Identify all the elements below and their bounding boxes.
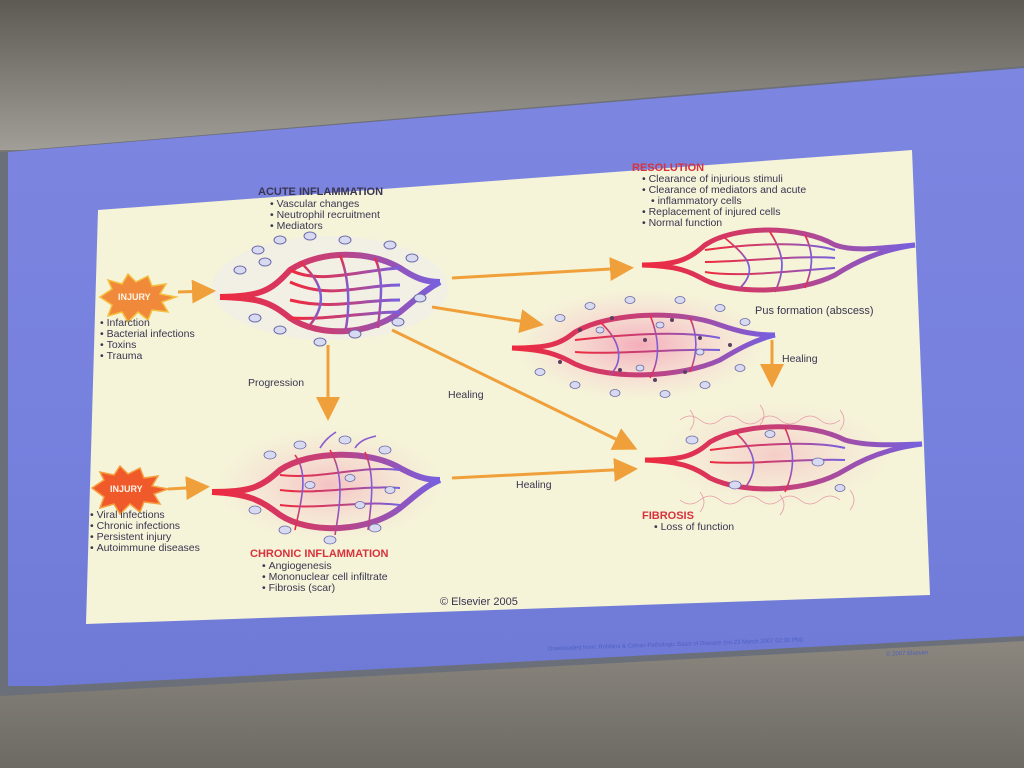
projected-slide [8, 68, 1024, 686]
